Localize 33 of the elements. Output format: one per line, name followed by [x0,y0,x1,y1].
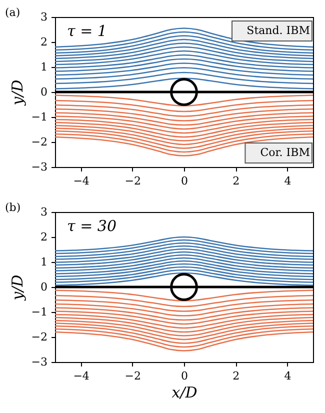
x-axis-title: x/D [172,384,198,402]
x-tick-label: −4 [73,174,90,188]
y-tick-label: −3 [31,160,48,174]
annotation: τ = 30 [67,217,117,235]
x-tick-label: 4 [284,174,292,188]
x-tick-label: −2 [124,174,142,188]
x-tick-label: 0 [181,174,188,188]
y-tick-label: −3 [31,356,48,368]
text: (b) [5,201,21,214]
annotation: Stand. IBM [246,24,310,37]
x-tick-label: 2 [232,174,240,188]
y-tick-label: 0 [40,86,48,98]
text: (a) [5,6,20,19]
y-tick-label: −1 [31,110,48,124]
y-tick-label: 0 [40,280,48,294]
y-tick-label: 2 [40,36,48,48]
y-axis-title: y/D [8,274,26,302]
x-tick-label: 4 [284,370,292,382]
y-axis-title: y/D [8,80,26,106]
x-tick-label: 2 [232,370,240,382]
annotation: τ = 1 [67,22,107,40]
x-tick-label: −2 [124,370,142,382]
y-tick-label: 1 [40,256,48,268]
y-tick-label: 1 [40,60,48,74]
y-tick-label: −2 [31,330,48,344]
y-tick-label: −1 [31,306,48,318]
y-tick-label: 3 [40,10,48,24]
x-tick-label: −4 [73,370,90,382]
y-tick-label: 2 [40,230,48,244]
annotation: Cor. IBM [260,146,310,159]
y-tick-label: −2 [31,136,48,148]
y-tick-label: 3 [40,206,48,218]
x-tick-label: 0 [181,370,188,382]
